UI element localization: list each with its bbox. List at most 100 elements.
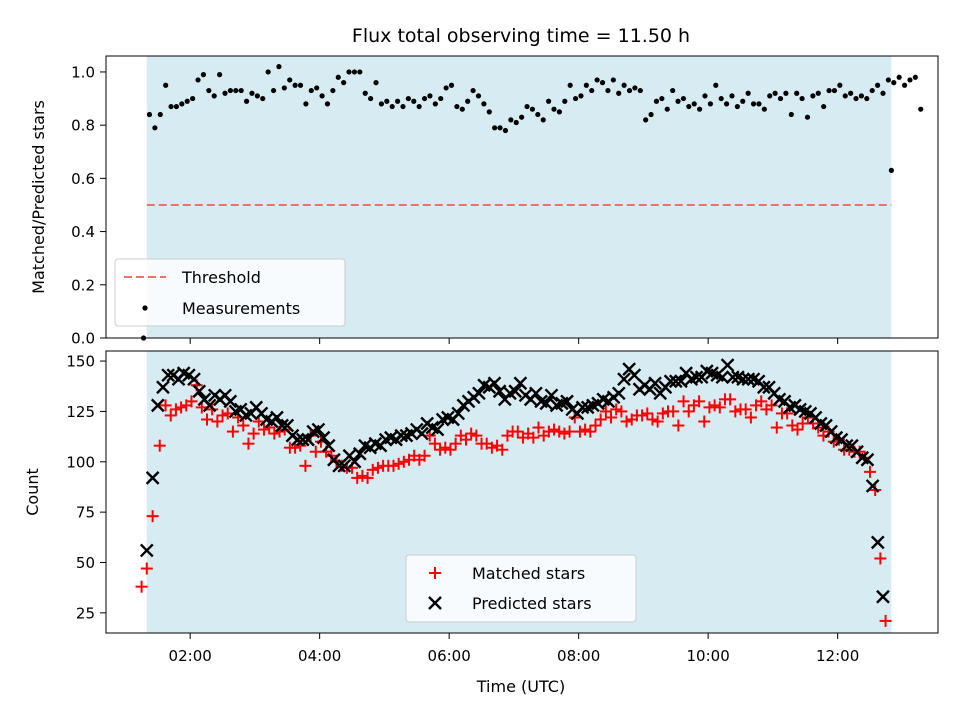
measurement-point	[783, 90, 789, 96]
matched-star-marker	[459, 433, 472, 446]
predicted-star-marker	[472, 386, 486, 401]
legend-measurements-swatch	[142, 305, 148, 311]
measurement-point	[567, 82, 573, 88]
matched-star-marker	[356, 469, 369, 482]
measurement-point	[788, 111, 794, 118]
measurement-point	[324, 101, 331, 107]
predicted-star-marker	[347, 454, 362, 469]
measurement-point	[303, 101, 309, 107]
count-y-ticks: 25 50 75 100 125 150	[66, 353, 106, 622]
measurement-point	[842, 93, 848, 99]
matched-star-marker	[211, 415, 224, 428]
matched-star-marker	[744, 411, 757, 424]
y-tick-label: 50	[76, 554, 95, 572]
measurement-point	[389, 103, 395, 110]
measurement-point	[815, 90, 821, 96]
predicted-star-marker	[611, 386, 626, 401]
predicted-star-marker	[674, 374, 688, 389]
measurement-point	[675, 98, 681, 104]
matched-star-marker	[216, 409, 229, 422]
legend-threshold-label: Threshold	[181, 268, 261, 287]
measurement-point	[400, 103, 406, 110]
chart-title: Flux total observing time = 11.50 h	[352, 25, 690, 47]
measurement-point	[421, 95, 428, 102]
measurement-point	[583, 82, 589, 88]
matched-star-marker	[879, 614, 892, 627]
predicted-star-marker	[560, 394, 574, 409]
measurement-point	[475, 93, 482, 99]
measurement-point	[896, 74, 902, 80]
predicted-star-marker	[865, 479, 880, 493]
measurement-point	[519, 114, 525, 120]
measurement-point	[454, 103, 460, 110]
measurement-point	[448, 82, 455, 88]
measurement-point	[168, 103, 174, 110]
matched-star-marker	[444, 443, 457, 456]
matched-star-marker	[257, 423, 270, 436]
predicted-star-marker	[668, 374, 683, 389]
matched-star-marker	[268, 427, 281, 440]
predicted-star-marker	[280, 418, 295, 433]
measurement-point	[540, 117, 546, 123]
measurement-point	[901, 82, 908, 88]
measurement-point	[648, 111, 654, 118]
measurement-point	[734, 103, 740, 110]
measurement-point	[443, 85, 449, 91]
predicted-star-marker	[295, 432, 310, 447]
y-tick-label: 0.8	[71, 117, 95, 135]
matched-star-marker	[371, 461, 384, 474]
predicted-star-marker	[648, 376, 662, 391]
count-x-ticks: 02:00 04:00 06:00 08:00 10:00 12:00	[169, 633, 859, 665]
measurement-point	[314, 85, 320, 91]
measurement-point	[378, 101, 385, 107]
y-tick-label: 125	[66, 403, 95, 421]
measurement-point	[821, 103, 827, 110]
measurement-point	[270, 87, 277, 94]
measurement-point	[260, 95, 266, 102]
ratio-legend-box	[114, 258, 346, 327]
measurement-point	[319, 93, 325, 99]
measurement-point	[589, 87, 595, 94]
matched-star-marker	[247, 427, 260, 440]
measurement-point	[848, 90, 854, 96]
x-tick-label: 10:00	[687, 647, 730, 665]
measurement-point	[173, 103, 180, 110]
matched-star-marker	[636, 409, 649, 422]
measurement-point	[605, 87, 611, 94]
measurement-point	[767, 93, 773, 99]
matched-star-marker	[527, 431, 540, 444]
matched-star-marker	[164, 409, 177, 422]
count-panel: 02:00 04:00 06:00 08:00 10:00 12:00 25 50 75 100…	[23, 350, 939, 696]
predicted-star-marker	[321, 438, 336, 453]
predicted-star-marker	[663, 374, 678, 389]
predicted-star-marker	[223, 394, 238, 409]
predicted-star-marker	[275, 418, 289, 433]
predicted-star-marker	[689, 370, 704, 385]
predicted-star-marker	[725, 370, 740, 385]
measurement-point	[481, 101, 487, 107]
measurement-point	[729, 93, 735, 99]
matched-star-marker	[309, 445, 322, 458]
measurement-point	[297, 82, 304, 88]
ratio-panel: 0.0 0.2 0.4 0.6 0.8 1.0 Flux total observing …	[29, 25, 939, 348]
measurement-point	[335, 74, 341, 80]
matched-star-marker	[392, 457, 405, 470]
measurement-point	[233, 87, 239, 94]
measurement-point	[438, 95, 444, 102]
predicted-star-marker	[430, 422, 445, 437]
predicted-star-marker	[187, 372, 201, 387]
measurement-point	[616, 90, 622, 96]
matched-star-marker	[146, 510, 159, 523]
matched-star-marker	[864, 465, 877, 478]
matched-star-marker	[708, 399, 721, 412]
measurement-point	[206, 87, 212, 94]
measurement-point	[718, 95, 724, 102]
measurement-point	[529, 106, 536, 112]
measurement-point	[670, 87, 676, 94]
matched-star-marker	[796, 417, 809, 430]
measurement-point	[249, 90, 255, 96]
measurement-point	[362, 90, 368, 96]
predicted-star-marker	[192, 384, 207, 399]
measurement-point	[351, 69, 358, 75]
